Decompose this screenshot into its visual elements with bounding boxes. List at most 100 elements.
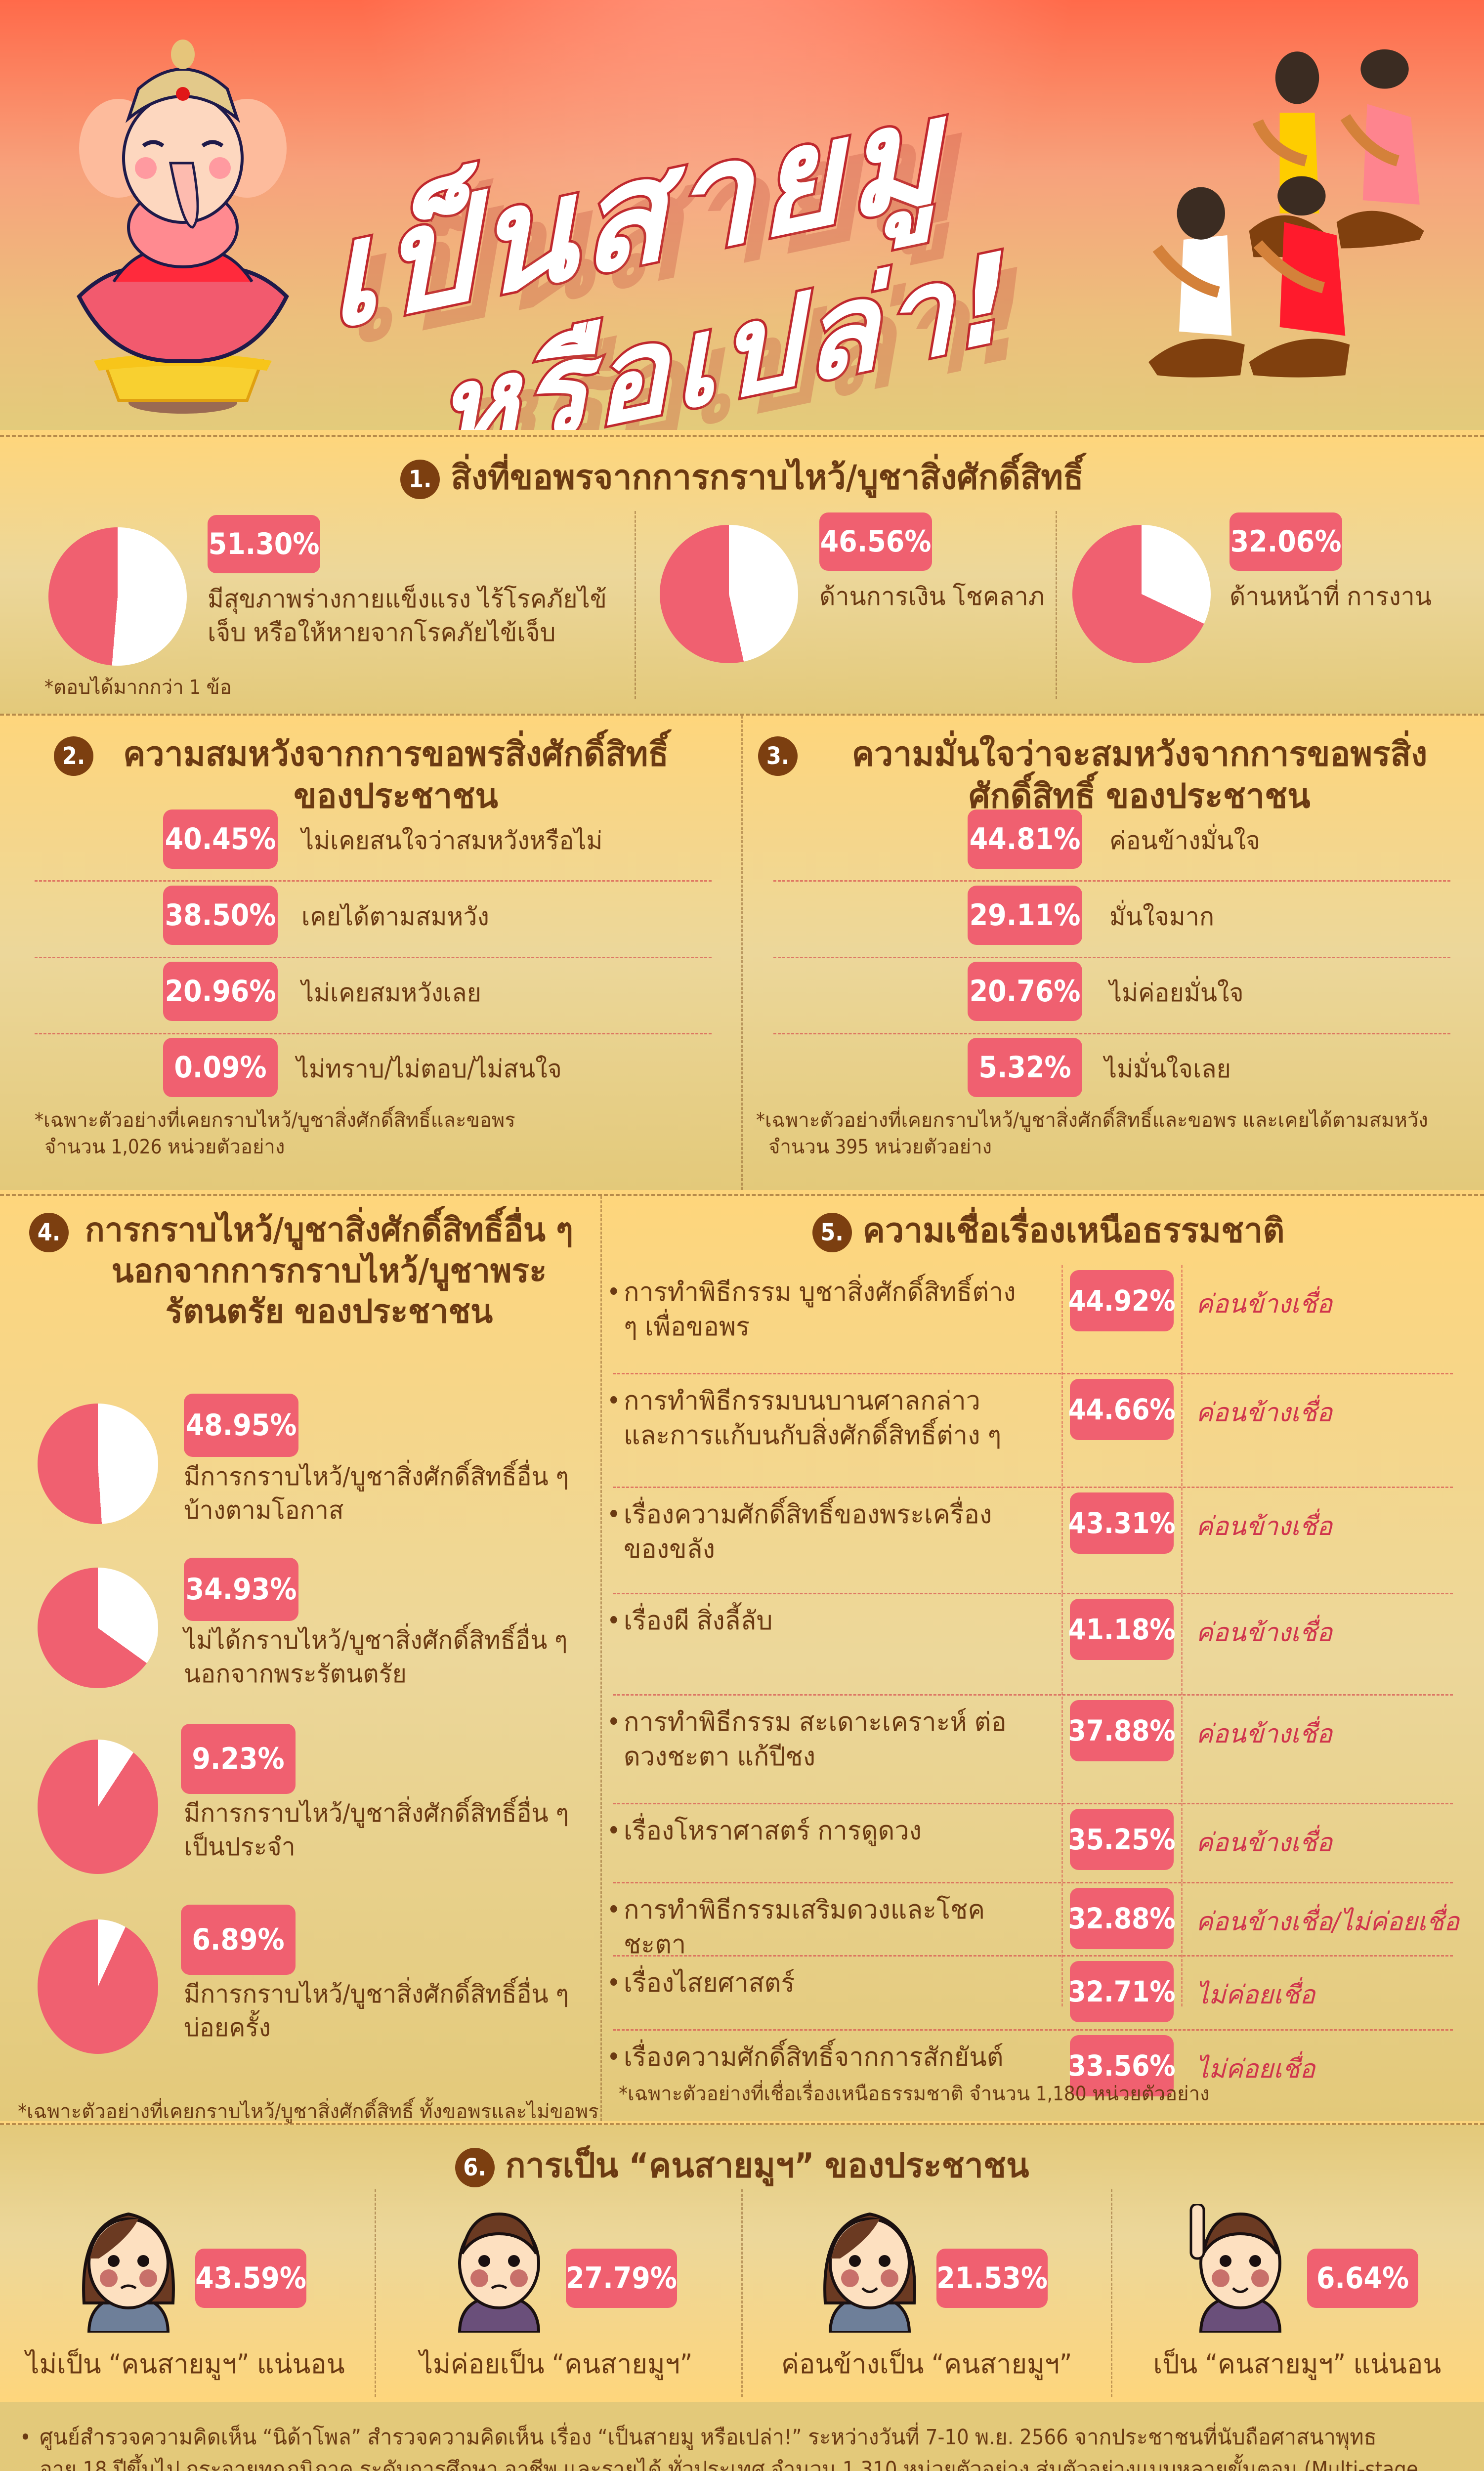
section-title-text: การเป็น “คนสายมูฯ” ของประชาชน (505, 2146, 1029, 2185)
methodology-text: ศูนย์สำรวจความคิดเห็น “นิด้าโพล” สำรวจคว… (20, 2422, 1468, 2471)
methodology-line: ศูนย์สำรวจความคิดเห็น “นิด้าโพล” สำรวจคว… (40, 2425, 1377, 2450)
section-title-text: ความมั่นใจว่าจะสมหวังจากการขอพรสิ่งศักดิ… (851, 735, 1428, 816)
row-divider (613, 1487, 1453, 1488)
pie-chart (1072, 525, 1211, 663)
section-title-text: ความเชื่อเรื่องเหนือธรรมชาติ (862, 1211, 1285, 1250)
percent-badge: 5.32% (968, 1038, 1082, 1097)
percent-badge: 34.93% (184, 1558, 298, 1621)
item-label: ไม่ทราบ/ไม่ตอบ/ไม่สนใจ (297, 1055, 562, 1083)
footnote: *ตอบได้มากกว่า 1 ข้อ (44, 676, 232, 699)
section-2-title: 2. ความสมหวังจากการขอพรสิ่งศักดิ์สิทธิ์ … (40, 733, 702, 817)
percent-badge: 38.50% (163, 886, 278, 945)
item-label: ด้านหน้าที่ การงาน (1230, 582, 1432, 611)
item-label: ค่อนข้างมั่นใจ (1109, 826, 1261, 855)
belief-item-label: เรื่องความศักดิ์สิทธิ์จากการสักยันต์ (607, 2040, 1029, 2075)
woman-arms-crossed-avatar-icon (82, 2212, 175, 2333)
section-title-text: ความสมหวังจากการขอพรสิ่งศักดิ์สิทธิ์ ของ… (123, 735, 669, 816)
percent-badge: 40.45% (163, 809, 278, 869)
divider (0, 2123, 1484, 2125)
title: เป็นสายมู หรือเปล่า! (306, 65, 1146, 430)
percent-badge: 29.11% (968, 886, 1082, 945)
percent-badge: 27.79% (566, 2249, 677, 2308)
section-number-badge: 6. (455, 2148, 495, 2187)
row-divider (613, 2029, 1453, 2031)
section-number-badge: 5. (812, 1213, 852, 1252)
footnote: จำนวน 395 หน่วยตัวอย่าง (768, 1136, 992, 1158)
percent-badge: 51.30% (208, 515, 320, 573)
section-3-title: 3. ความมั่นใจว่าจะสมหวังจากการขอพรสิ่งศั… (756, 733, 1473, 817)
pie-chart (660, 525, 798, 663)
belief-item-label: เรื่องไสยศาสตร์ (607, 1966, 1029, 2001)
item-label: มั่นใจมาก (1109, 902, 1215, 931)
belief-item-label: การทำพิธีกรรม สะเดาะเคราะห์ ต่อดวงชะตา แ… (607, 1705, 1029, 1774)
row-divider (773, 880, 1450, 882)
divider (375, 2189, 376, 2397)
belief-level: ไม่ค่อยเชื่อ (1196, 2054, 1315, 2084)
divider (1111, 2189, 1112, 2397)
percent-badge: 20.96% (163, 962, 278, 1021)
percent-badge: 44.66% (1068, 1379, 1176, 1440)
percent-badge: 6.89% (181, 1905, 296, 1975)
belief-item-label: การทำพิธีกรรมบนบานศาลกล่าว และการแก้บนกั… (607, 1384, 1029, 1453)
percent-badge: 35.25% (1068, 1809, 1176, 1870)
pie-chart (38, 1919, 158, 2054)
belief-level: ค่อนข้างเชื่อ (1196, 1289, 1332, 1319)
row-divider (613, 1882, 1453, 1883)
percent-badge: 44.92% (1068, 1270, 1176, 1331)
pie-chart (48, 527, 187, 666)
section-number-badge: 2. (54, 736, 93, 776)
woman-peace-sign-avatar-icon (823, 2212, 916, 2333)
divider (741, 2189, 743, 2397)
footnote: จำนวน 1,026 หน่วยตัวอย่าง (44, 1136, 285, 1158)
percent-badge: 6.64% (1307, 2249, 1418, 2308)
pie-chart (38, 1740, 158, 1874)
header-banner: เป็นสายมู หรือเปล่า! (0, 0, 1484, 430)
percent-badge: 46.56% (819, 512, 932, 571)
row-divider (613, 1373, 1453, 1374)
item-label: มีการกราบไหว้/บูชาสิ่งศักดิ์สิทธิ์อื่น ๆ… (184, 1799, 569, 1861)
percent-badge: 9.23% (181, 1724, 296, 1794)
section-title-text: การกราบไหว้/บูชาสิ่งศักดิ์สิทธิ์อื่น ๆ น… (85, 1211, 574, 1330)
item-label: มีการกราบไหว้/บูชาสิ่งศักดิ์สิทธิ์อื่น ๆ… (184, 1462, 569, 1525)
mu-label: ไม่ค่อยเป็น “คนสายมูฯ” (419, 2348, 693, 2380)
mu-label: เป็น “คนสายมูฯ” แน่นอน (1153, 2348, 1442, 2380)
percent-badge: 43.59% (195, 2249, 306, 2308)
pie-chart (38, 1404, 158, 1524)
belief-item-label: เรื่องโหราศาสตร์ การดูดวง (607, 1814, 1029, 1848)
divider (0, 714, 1484, 716)
worshippers-illustration-icon (1148, 49, 1424, 378)
section-5-title: 5. ความเชื่อเรื่องเหนือธรรมชาติ (613, 1210, 1484, 1252)
belief-item-label: เรื่องผี สิ่งลี้ลับ (607, 1604, 1029, 1638)
mu-label: ไม่เป็น “คนสายมูฯ” แน่นอน (26, 2348, 345, 2380)
man-hands-on-cheeks-avatar-icon (458, 2212, 541, 2333)
belief-item-label: การทำพิธีกรรมเสริมดวงและโชคชะตา (607, 1893, 1029, 1962)
percent-badge: 21.53% (936, 2249, 1048, 2308)
row-divider (773, 1033, 1450, 1034)
row-divider (613, 1955, 1453, 1957)
section-1-title: 1. สิ่งที่ขอพรจากการกราบไหว้/บูชาสิ่งศัก… (0, 457, 1484, 499)
methodology-line: อายุ 18 ปีขึ้นไป กระจายทุกภูมิภาค ระดับก… (40, 2457, 1418, 2471)
belief-level: ค่อนข้างเชื่อ/ไม่ค่อยเชื่อ (1196, 1907, 1459, 1937)
percent-badge: 33.56% (1068, 2035, 1176, 2096)
belief-level: ค่อนข้างเชื่อ (1196, 1618, 1332, 1648)
row-divider (35, 957, 712, 958)
percent-badge: 32.06% (1230, 512, 1342, 571)
percent-badge: 20.76% (968, 962, 1082, 1021)
section-6: 6. การเป็น “คนสายมูฯ” ของประชาชน 43.59% ไ… (0, 2125, 1484, 2402)
percent-badge: 32.71% (1068, 1961, 1176, 2022)
light-beam (346, 0, 1087, 346)
row-divider (35, 1033, 712, 1034)
divider (600, 1196, 602, 2121)
row-divider (35, 880, 712, 882)
section-number-badge: 4. (29, 1213, 69, 1252)
item-label: มีสุขภาพร่างกายแข็งแรง ไร้โรคภัยไข้เจ็บ … (208, 585, 607, 647)
section-number-badge: 1. (400, 460, 440, 499)
divider (0, 435, 1484, 437)
item-label: ด้านการเงิน โชคลาภ (819, 582, 1045, 611)
row-divider (613, 1694, 1453, 1696)
sections-2-3: 2. ความสมหวังจากการขอพรสิ่งศักดิ์สิทธิ์ … (0, 716, 1484, 1190)
divider (0, 1194, 1484, 1196)
percent-badge: 43.31% (1068, 1492, 1176, 1554)
item-label: มีการกราบไหว้/บูชาสิ่งศักดิ์สิทธิ์อื่น ๆ… (184, 1980, 569, 2042)
